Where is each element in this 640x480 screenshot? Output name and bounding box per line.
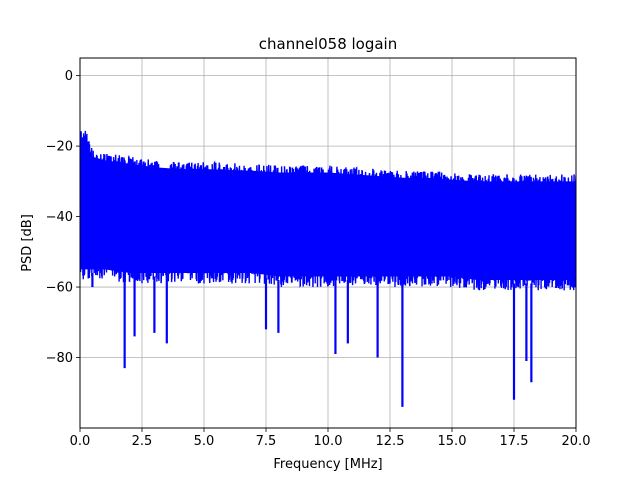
x-tick-label: 7.5 xyxy=(256,434,277,449)
y-axis: 0 −20 −40 −60 −80 xyxy=(46,69,80,366)
y-tick-label: −40 xyxy=(46,210,73,225)
x-tick-label: 12.5 xyxy=(376,434,405,449)
x-tick-label: 17.5 xyxy=(500,434,529,449)
y-tick-label: 0 xyxy=(65,69,73,84)
y-tick-label: −20 xyxy=(46,140,73,155)
x-tick-label: 2.5 xyxy=(132,434,153,449)
x-tick-label: 20.0 xyxy=(562,434,591,449)
x-tick-label: 0.0 xyxy=(70,434,91,449)
plot-area xyxy=(80,130,576,407)
y-tick-label: −60 xyxy=(46,281,73,296)
chart-title: channel058 logain xyxy=(259,35,398,53)
x-tick-label: 10.0 xyxy=(314,434,343,449)
y-tick-label: −80 xyxy=(46,351,73,366)
x-tick-label: 5.0 xyxy=(194,434,215,449)
x-tick-label: 15.0 xyxy=(438,434,467,449)
psd-dense-band xyxy=(80,135,576,280)
x-axis: 0.0 2.5 5.0 7.5 10.0 12.5 15.0 17.5 20.0 xyxy=(70,428,591,449)
series-layer xyxy=(80,130,576,407)
x-axis-title: Frequency [MHz] xyxy=(273,457,382,472)
y-axis-title: PSD [dB] xyxy=(20,214,35,272)
